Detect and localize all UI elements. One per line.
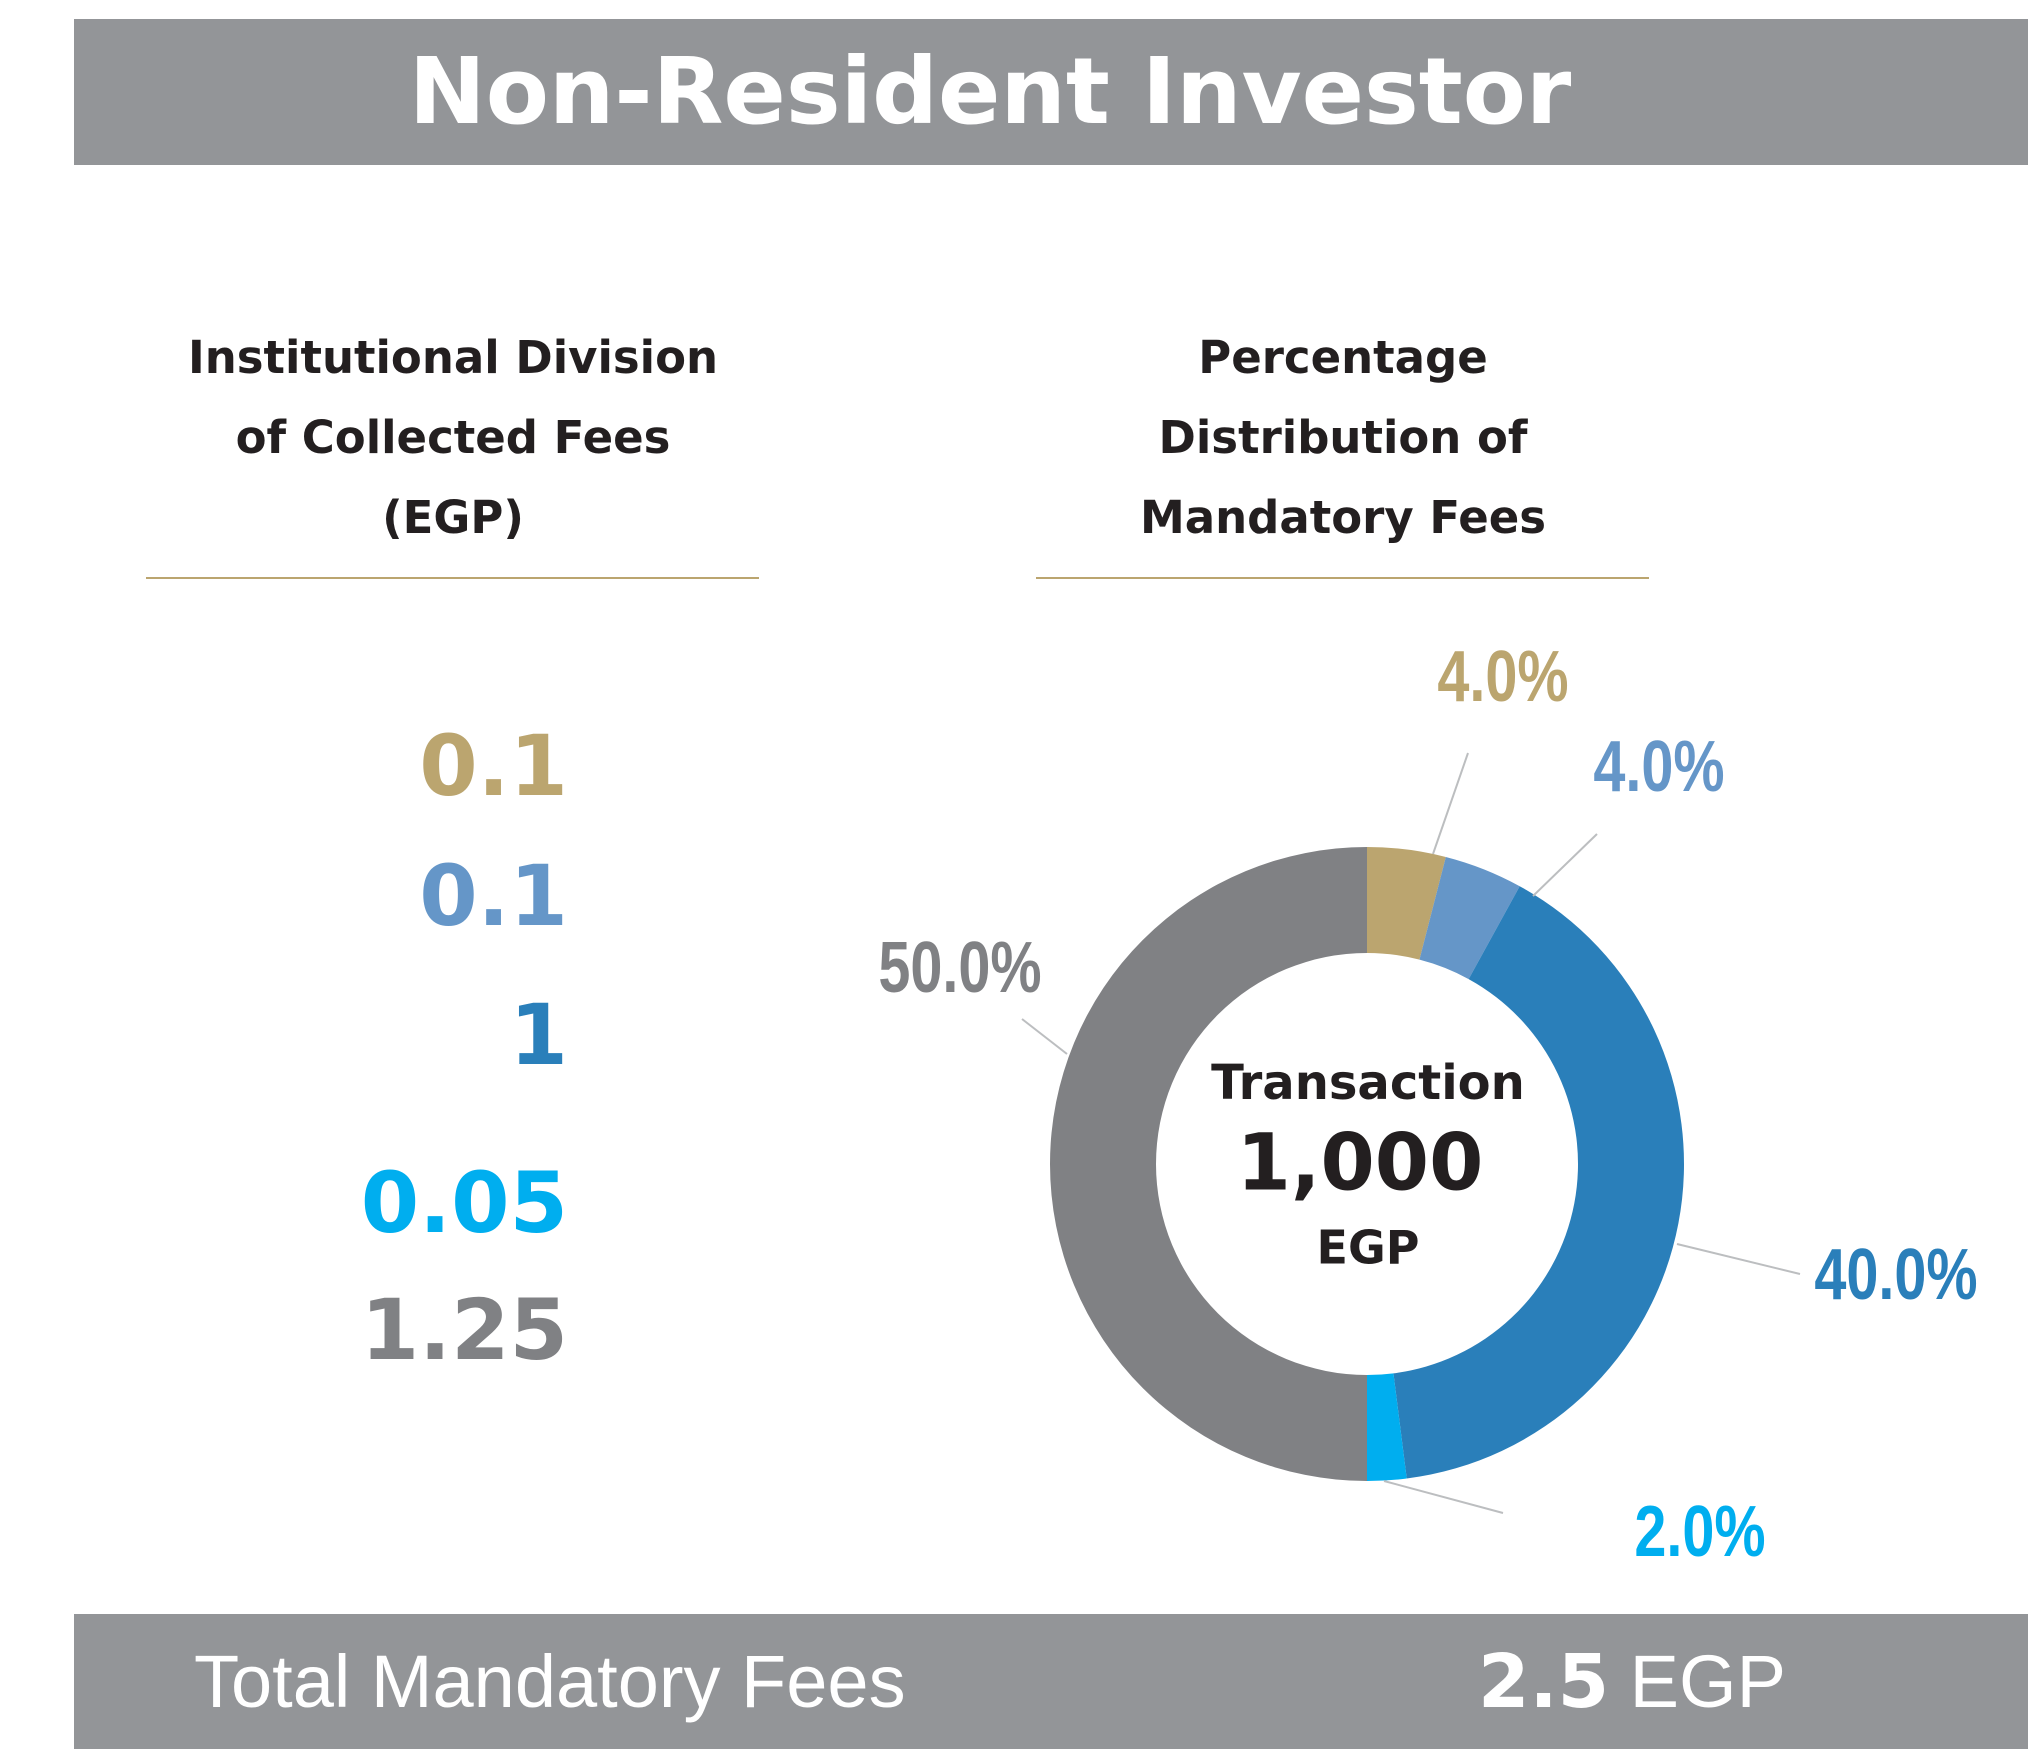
fee-value: 1.25 — [360, 1281, 568, 1379]
chart-rule — [1036, 577, 1649, 579]
total-value: 2.5 — [1478, 1639, 1610, 1725]
leader-line — [1021, 1018, 1068, 1055]
leader-line — [1383, 1480, 1504, 1514]
header-bar — [74, 19, 2028, 165]
center-amount: 1,000 — [1237, 1118, 1484, 1208]
fee-value: 1 — [509, 986, 568, 1084]
fee-value: 0.1 — [419, 847, 568, 945]
slice-label: 50.0% — [878, 927, 1041, 1008]
leader-line — [1676, 1243, 1801, 1275]
slice-label: 4.0% — [1437, 636, 1568, 717]
chart-title: Percentage Distribution of Mandatory Fee… — [1139, 331, 1547, 544]
footer-label: Total Mandatory Fees — [194, 1640, 906, 1723]
donut-slice — [1419, 856, 1520, 980]
page-title: Non-Resident Investor — [408, 38, 1572, 145]
slice-label: 4.0% — [1593, 726, 1724, 807]
slice-label: 2.0% — [1634, 1491, 1765, 1572]
center-title: Transaction — [1211, 1055, 1525, 1111]
donut-slice — [1367, 847, 1446, 960]
fee-value: 0.05 — [360, 1154, 568, 1252]
footer-bar — [74, 1614, 2028, 1749]
slice-label: 40.0% — [1814, 1234, 1977, 1315]
total-unit: EGP — [1629, 1640, 1786, 1723]
donut-slice — [1050, 847, 1367, 1481]
fees-title: Institutional Division of Collected Fees… — [187, 331, 719, 544]
leader-line — [1532, 833, 1598, 897]
donut-slice — [1367, 1373, 1407, 1481]
footer-total: 2.5 EGP — [1478, 1614, 1786, 1749]
fees-rule — [146, 577, 759, 579]
fee-value: 0.1 — [419, 717, 568, 815]
donut-slice — [1393, 886, 1685, 1479]
center-unit: EGP — [1317, 1221, 1420, 1275]
leader-line — [1432, 752, 1469, 855]
